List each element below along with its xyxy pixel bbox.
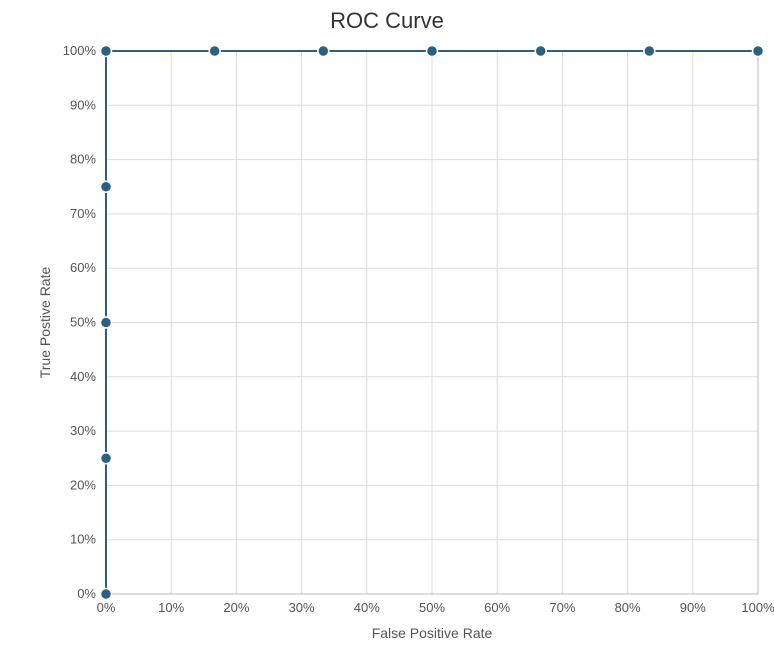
y-axis-label: True Postive Rate <box>37 267 53 379</box>
y-tick-label: 70% <box>70 206 96 221</box>
x-tick-label: 100% <box>741 600 774 615</box>
data-point <box>101 589 112 600</box>
y-tick-label: 50% <box>70 315 96 330</box>
y-tick-label: 30% <box>70 423 96 438</box>
data-point <box>209 46 220 57</box>
data-point <box>101 453 112 464</box>
y-tick-label: 90% <box>70 97 96 112</box>
roc-chart: 0% 10% 20% 30% 40% 50% 60% 70% 80% 90% 100% 0% 10% 20… <box>0 36 774 644</box>
data-point <box>535 46 546 57</box>
y-tick-label: 60% <box>70 260 96 275</box>
x-tick-label: 20% <box>223 600 249 615</box>
x-tick-label: 30% <box>289 600 315 615</box>
y-tick-label: 0% <box>77 586 96 601</box>
x-tick-label: 40% <box>354 600 380 615</box>
data-point <box>101 317 112 328</box>
data-point <box>101 181 112 192</box>
x-axis-label: False Positive Rate <box>372 625 493 641</box>
data-point <box>644 46 655 57</box>
x-tick-label: 50% <box>419 600 445 615</box>
x-tick-label: 10% <box>158 600 184 615</box>
x-tick-label: 70% <box>549 600 575 615</box>
data-point <box>318 46 329 57</box>
y-tick-label: 20% <box>70 477 96 492</box>
y-tick-label: 10% <box>70 532 96 547</box>
y-tick-label: 40% <box>70 369 96 384</box>
y-tick-label: 80% <box>70 152 96 167</box>
x-tick-label: 0% <box>97 600 116 615</box>
data-point <box>753 46 764 57</box>
y-tick-label: 100% <box>63 43 97 58</box>
chart-title: ROC Curve <box>0 0 774 36</box>
x-tick-label: 90% <box>680 600 706 615</box>
data-point <box>427 46 438 57</box>
x-tick-label: 80% <box>615 600 641 615</box>
x-tick-label: 60% <box>484 600 510 615</box>
data-point <box>101 46 112 57</box>
